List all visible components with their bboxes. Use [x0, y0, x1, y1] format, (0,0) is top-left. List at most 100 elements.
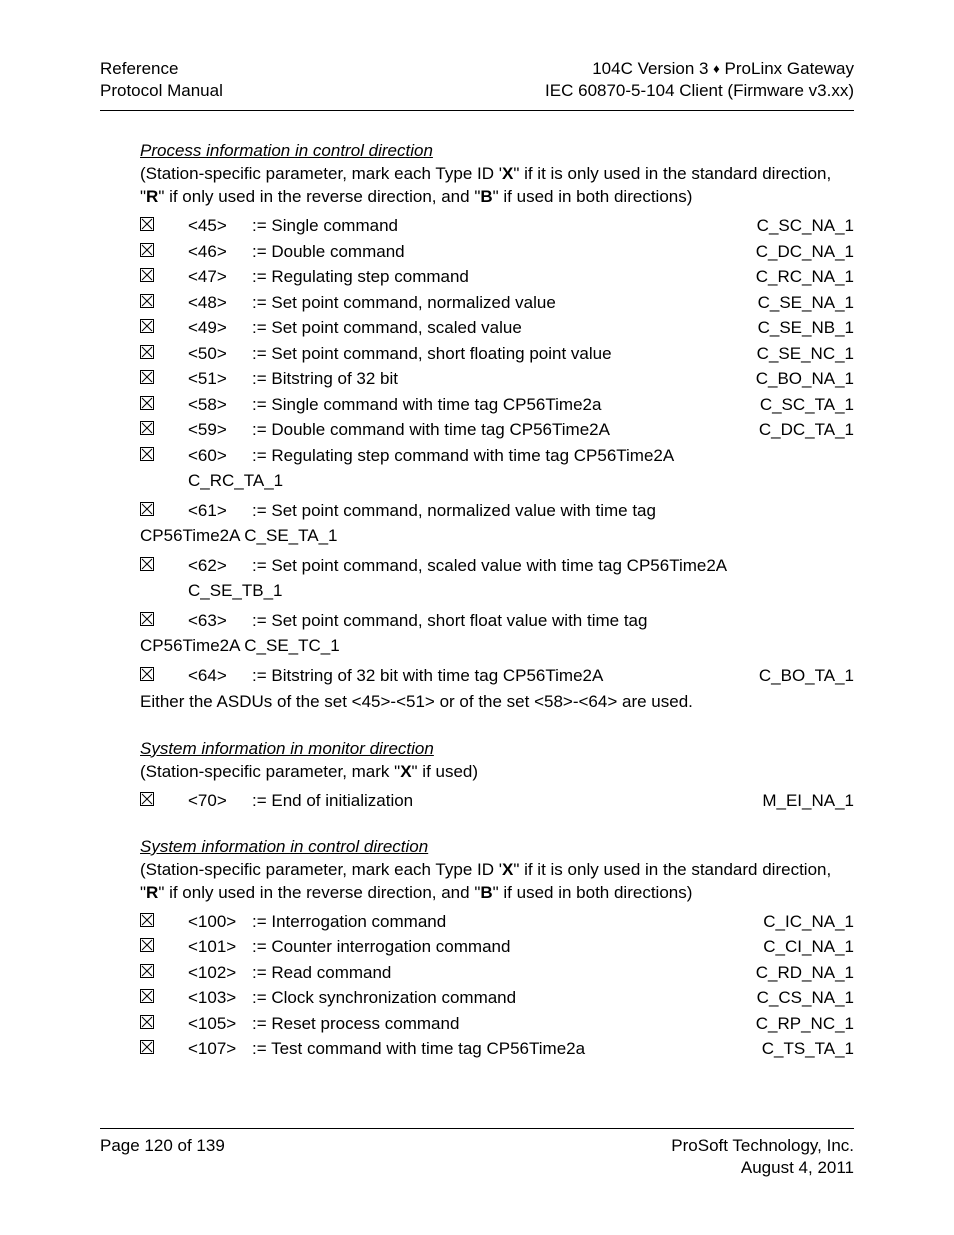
type-row: <46>:= Double commandC_DC_NA_1: [140, 239, 854, 265]
type-desc: := Set point command, normalized value w…: [252, 498, 854, 524]
type-row: <45>:= Single commandC_SC_NA_1: [140, 213, 854, 239]
type-desc: := Regulating step command with time tag…: [252, 443, 854, 469]
section-2-subhead: (Station-specific parameter, mark "X" if…: [140, 761, 854, 784]
type-row: <107>:= Test command with time tag CP56T…: [140, 1036, 854, 1062]
type-row: <51>:= Bitstring of 32 bitC_BO_NA_1: [140, 366, 854, 392]
type-code: C_CS_NA_1: [757, 985, 854, 1011]
type-desc: := Single command with time tag CP56Time…: [252, 392, 760, 418]
page-content: Process information in control direction…: [100, 141, 854, 1062]
type-code: C_TS_TA_1: [762, 1036, 854, 1062]
checkbox-icon: [140, 960, 188, 984]
type-desc: := Counter interrogation command: [252, 934, 763, 960]
checkbox-icon: [140, 341, 188, 365]
section-2-title: System information in monitor direction: [140, 739, 854, 759]
section-1-subhead: (Station-specific parameter, mark each T…: [140, 163, 854, 209]
checkbox-icon: [140, 315, 188, 339]
type-row-70: <70> := End of initialization M_EI_NA_1: [140, 788, 854, 814]
type-code: C_SC_NA_1: [757, 213, 854, 239]
type-row: <47>:= Regulating step commandC_RC_NA_1: [140, 264, 854, 290]
section-3-title: System information in control direction: [140, 837, 854, 857]
type-code: C_RP_NC_1: [756, 1011, 854, 1037]
type-desc: := Read command: [252, 960, 756, 986]
type-code: C_BO_TA_1: [759, 663, 854, 689]
type-row-64: <64> := Bitstring of 32 bit with time ta…: [140, 663, 854, 689]
header-rule: [100, 110, 854, 111]
header-left-1: Reference: [100, 58, 223, 80]
type-code: C_IC_NA_1: [763, 909, 854, 935]
checkbox-icon: [140, 663, 188, 687]
type-code: C_DC_TA_1: [759, 417, 854, 443]
type-id: <100>: [188, 909, 252, 935]
header-right-1: 104C Version 3 ♦ ProLinx Gateway: [545, 58, 854, 80]
checkbox-icon: [140, 213, 188, 237]
type-desc: := Regulating step command: [252, 264, 756, 290]
checkbox-icon: [140, 417, 188, 441]
type-id: <59>: [188, 417, 252, 443]
type-row: <48>:= Set point command, normalized val…: [140, 290, 854, 316]
type-row-63-cont: CP56Time2A C_SE_TC_1: [140, 633, 854, 659]
type-row: <49>:= Set point command, scaled valueC_…: [140, 315, 854, 341]
checkbox-icon: [140, 392, 188, 416]
type-row-63: <63> := Set point command, short float v…: [140, 608, 854, 634]
type-id: <49>: [188, 315, 252, 341]
type-row-60-cont: C_RC_TA_1: [140, 468, 854, 494]
type-id: <46>: [188, 239, 252, 265]
type-desc: := Set point command, short float value …: [252, 608, 854, 634]
type-desc: := Set point command, scaled value with …: [252, 553, 854, 579]
checkbox-icon: [140, 1011, 188, 1035]
type-id: <102>: [188, 960, 252, 986]
type-row-61-cont: CP56Time2A C_SE_TA_1: [140, 523, 854, 549]
checkbox-icon: [140, 553, 188, 579]
type-id: <62>: [188, 553, 252, 579]
page-footer: Page 120 of 139 ProSoft Technology, Inc.…: [100, 1128, 854, 1179]
type-id: <64>: [188, 663, 252, 689]
type-id: <63>: [188, 608, 252, 634]
checkbox-icon: [140, 934, 188, 958]
header-right-2: IEC 60870-5-104 Client (Firmware v3.xx): [545, 80, 854, 102]
checkbox-icon: [140, 788, 188, 812]
type-id: <51>: [188, 366, 252, 392]
header-left-2: Protocol Manual: [100, 80, 223, 102]
type-code: C_SE_NB_1: [758, 315, 854, 341]
type-id: <107>: [188, 1036, 252, 1062]
type-id: <60>: [188, 443, 252, 469]
type-row: <105>:= Reset process commandC_RP_NC_1: [140, 1011, 854, 1037]
footer-rule: [100, 1128, 854, 1129]
type-id: <61>: [188, 498, 252, 524]
type-code: C_SC_TA_1: [760, 392, 854, 418]
type-id: <48>: [188, 290, 252, 316]
type-desc: := Bitstring of 32 bit: [252, 366, 756, 392]
type-row-60: <60> := Regulating step command with tim…: [140, 443, 854, 469]
type-id: <45>: [188, 213, 252, 239]
page-header: Reference Protocol Manual 104C Version 3…: [100, 58, 854, 102]
type-desc: := Set point command, short floating poi…: [252, 341, 757, 367]
type-code: C_DC_NA_1: [756, 239, 854, 265]
type-desc: := Double command: [252, 239, 756, 265]
checkbox-icon: [140, 608, 188, 634]
checkbox-icon: [140, 443, 188, 469]
type-row: <100>:= Interrogation commandC_IC_NA_1: [140, 909, 854, 935]
type-desc: := Test command with time tag CP56Time2a: [252, 1036, 762, 1062]
type-id: <103>: [188, 985, 252, 1011]
type-desc: := Single command: [252, 213, 757, 239]
checkbox-icon: [140, 985, 188, 1009]
type-desc: := Clock synchronization command: [252, 985, 757, 1011]
type-id: <47>: [188, 264, 252, 290]
type-row-62-cont: C_SE_TB_1: [140, 578, 854, 604]
type-id: <101>: [188, 934, 252, 960]
type-code: M_EI_NA_1: [762, 788, 854, 814]
type-desc: := Set point command, scaled value: [252, 315, 758, 341]
footer-right-1: ProSoft Technology, Inc.: [671, 1135, 854, 1157]
type-id: <70>: [188, 788, 252, 814]
type-code: C_RD_NA_1: [756, 960, 854, 986]
type-row-61: <61> := Set point command, normalized va…: [140, 498, 854, 524]
type-desc: := Double command with time tag CP56Time…: [252, 417, 759, 443]
checkbox-icon: [140, 366, 188, 390]
checkbox-icon: [140, 498, 188, 524]
checkbox-icon: [140, 1036, 188, 1060]
type-code: C_SE_NC_1: [757, 341, 854, 367]
type-row: <102>:= Read commandC_RD_NA_1: [140, 960, 854, 986]
type-desc: := Reset process command: [252, 1011, 756, 1037]
section-3-subhead: (Station-specific parameter, mark each T…: [140, 859, 854, 905]
type-code: C_SE_NA_1: [758, 290, 854, 316]
